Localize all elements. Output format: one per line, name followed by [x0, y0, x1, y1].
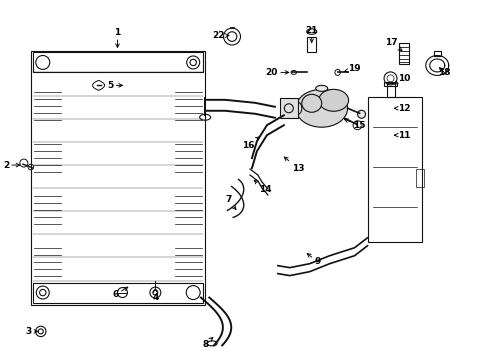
Text: 8: 8 [202, 337, 212, 349]
Text: 2: 2 [3, 161, 20, 170]
Text: 6: 6 [112, 287, 127, 299]
Text: 11: 11 [394, 131, 410, 140]
Text: 14: 14 [254, 180, 271, 194]
Text: 20: 20 [265, 68, 288, 77]
Ellipse shape [293, 102, 301, 114]
Bar [433, 51, 440, 56]
Text: 12: 12 [394, 104, 410, 113]
Text: 3: 3 [26, 327, 38, 336]
Bar [306, 37, 316, 53]
Text: 19: 19 [344, 64, 360, 73]
Bar [415, 169, 424, 187]
Text: 9: 9 [306, 253, 320, 266]
Ellipse shape [301, 94, 321, 112]
Bar [383, 82, 396, 86]
Bar [399, 42, 408, 64]
Text: 22: 22 [211, 31, 228, 40]
Bar [279, 98, 297, 118]
Text: 21: 21 [305, 26, 317, 42]
Text: 10: 10 [393, 74, 410, 84]
Text: 4: 4 [152, 289, 158, 302]
Ellipse shape [295, 89, 347, 127]
Text: 16: 16 [241, 137, 259, 150]
Bar [386, 84, 394, 97]
Text: 18: 18 [437, 68, 449, 77]
Circle shape [357, 110, 365, 118]
Bar [367, 97, 422, 242]
Text: 5: 5 [107, 81, 122, 90]
Text: 7: 7 [224, 195, 236, 210]
Ellipse shape [318, 89, 348, 111]
Bar [31, 50, 205, 305]
Text: 1: 1 [114, 28, 121, 48]
Bar [33, 283, 203, 302]
Text: 13: 13 [284, 157, 304, 172]
Text: 15: 15 [344, 119, 365, 130]
Ellipse shape [315, 85, 327, 91]
Text: 17: 17 [385, 38, 401, 51]
Bar [33, 53, 203, 72]
